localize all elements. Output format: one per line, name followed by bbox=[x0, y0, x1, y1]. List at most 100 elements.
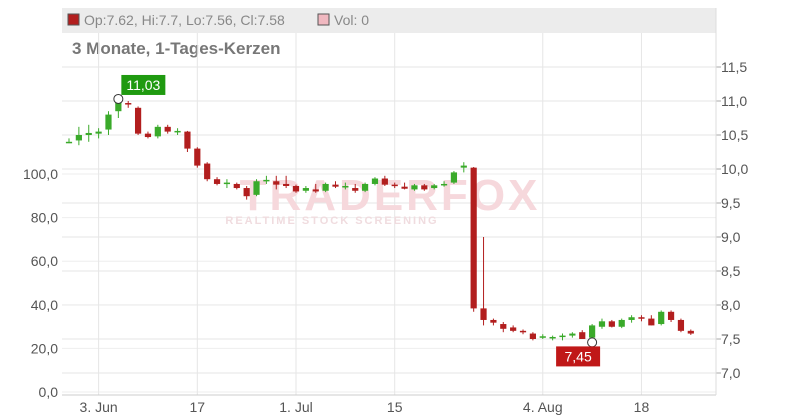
candle-body bbox=[223, 182, 231, 185]
candle-body bbox=[460, 165, 467, 168]
candle bbox=[332, 181, 339, 189]
date-tick-label: 3. Jun bbox=[80, 399, 118, 415]
price-tick-label: 7,5 bbox=[721, 331, 741, 347]
candle bbox=[440, 181, 448, 187]
candle bbox=[431, 183, 438, 190]
candle bbox=[519, 329, 527, 335]
candle-body bbox=[273, 181, 280, 185]
candle-body bbox=[253, 181, 260, 195]
candle bbox=[381, 175, 388, 186]
volume-legend-text: Vol: 0 bbox=[334, 12, 369, 28]
candle bbox=[95, 128, 102, 139]
candle bbox=[608, 319, 615, 328]
candle bbox=[450, 171, 458, 184]
annotation-box bbox=[556, 346, 601, 367]
candle bbox=[648, 315, 655, 326]
candle-body bbox=[204, 163, 211, 180]
candle-body bbox=[440, 183, 448, 186]
candle bbox=[658, 310, 665, 326]
candle-body bbox=[362, 183, 369, 191]
candle bbox=[411, 183, 418, 191]
candle bbox=[174, 128, 181, 135]
candle bbox=[342, 182, 349, 190]
candle-body bbox=[618, 319, 625, 327]
annotation-marker bbox=[113, 93, 124, 104]
candle bbox=[352, 183, 359, 193]
watermark-tagline: REALTIME STOCK SCREENING bbox=[225, 215, 438, 227]
candle bbox=[628, 315, 635, 323]
annotation-box bbox=[121, 74, 166, 95]
candle bbox=[569, 332, 576, 338]
candle bbox=[223, 179, 231, 189]
candle bbox=[579, 330, 586, 339]
candle-body bbox=[263, 179, 270, 182]
ohlc-legend-swatch bbox=[67, 13, 80, 26]
candle-body bbox=[95, 131, 102, 134]
candle-body bbox=[233, 183, 240, 189]
candle-body bbox=[470, 167, 477, 309]
candle-body bbox=[421, 185, 428, 190]
candle bbox=[105, 111, 112, 135]
candle-body bbox=[312, 189, 319, 192]
candle-body bbox=[85, 132, 92, 135]
candle-body bbox=[539, 336, 546, 338]
chart-subtitle: 3 Monate, 1-Tages-Kerzen bbox=[72, 39, 280, 58]
candle-body bbox=[134, 107, 142, 134]
candle-body bbox=[332, 184, 339, 187]
candle bbox=[529, 332, 536, 341]
candle-body bbox=[115, 102, 122, 112]
candle bbox=[401, 182, 408, 190]
candle bbox=[144, 131, 152, 139]
candle bbox=[283, 175, 290, 189]
volume-axis: 0,0 20,0 40,0 60,0 80,0 100,0 bbox=[23, 166, 58, 400]
candle bbox=[391, 182, 398, 189]
candle-body bbox=[411, 185, 418, 190]
candle-body bbox=[519, 330, 527, 333]
candle-body bbox=[174, 130, 181, 133]
annotation-label: 7,45 bbox=[564, 348, 591, 364]
candle bbox=[470, 166, 477, 312]
price-tick-label: 8,5 bbox=[721, 263, 741, 279]
candle bbox=[687, 329, 694, 335]
candle-body bbox=[391, 184, 398, 187]
price-tick-label: 9,5 bbox=[721, 195, 741, 211]
candle-body bbox=[628, 317, 635, 320]
price-tick-label: 10,0 bbox=[721, 161, 748, 177]
candle bbox=[598, 318, 606, 329]
legend-band bbox=[62, 8, 716, 33]
candle bbox=[263, 175, 270, 184]
candle bbox=[371, 177, 379, 186]
candle-body bbox=[579, 332, 586, 339]
candle-body bbox=[65, 141, 73, 144]
candle-body bbox=[648, 318, 655, 326]
price-tick-label: 11,5 bbox=[721, 59, 747, 75]
candle-body bbox=[371, 178, 379, 184]
candle-body bbox=[105, 114, 112, 130]
candle bbox=[549, 335, 556, 341]
date-tick-label: 18 bbox=[634, 399, 650, 415]
candle-body bbox=[243, 188, 250, 197]
ohlc-legend-text: Op:7.62, Hi:7.7, Lo:7.56, Cl:7.58 bbox=[84, 12, 285, 28]
volume-legend-swatch bbox=[317, 13, 330, 26]
candle-body bbox=[667, 311, 675, 320]
volume-tick-label: 0,0 bbox=[39, 384, 59, 400]
candle bbox=[559, 333, 566, 341]
candle-body bbox=[431, 185, 438, 189]
candle bbox=[490, 318, 497, 326]
candle bbox=[500, 322, 507, 333]
candle-body bbox=[529, 333, 536, 339]
watermark-logo: TRADERFOX bbox=[240, 171, 541, 220]
candle bbox=[510, 325, 517, 333]
candle-body bbox=[75, 135, 82, 141]
candle-body bbox=[598, 321, 606, 327]
candle bbox=[213, 177, 221, 186]
high-annotation: 11,03 bbox=[113, 74, 166, 104]
volume-tick-label: 100,0 bbox=[23, 166, 58, 182]
candle bbox=[243, 186, 250, 200]
candle-body bbox=[401, 186, 408, 189]
price-tick-label: 9,0 bbox=[721, 229, 741, 245]
candlesticks bbox=[65, 98, 694, 343]
candle-body bbox=[677, 319, 685, 331]
candle-body bbox=[154, 126, 161, 137]
